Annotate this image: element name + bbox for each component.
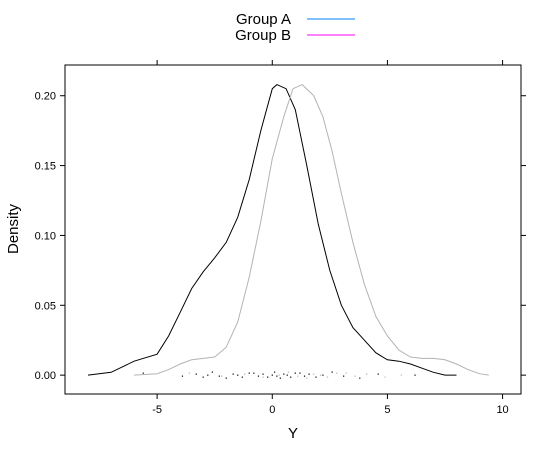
rug-point-group-a: [273, 371, 276, 373]
rug-point-group-a: [279, 377, 281, 379]
legend-label-group-b: Group B: [235, 27, 291, 44]
rug-point-group-b: [384, 376, 386, 378]
rug-point-group-a: [202, 376, 204, 378]
x-tick-label: -5: [152, 404, 162, 416]
x-tick-label: 0: [269, 404, 275, 416]
rug-point-group-b: [326, 376, 329, 378]
rug-point-group-a: [299, 372, 301, 374]
axis-tick-labels: -5 0 5 10 0.00 0.05 0.10 0.15 0.20: [35, 91, 509, 416]
rug-point-group-a: [237, 374, 239, 376]
rug-point-group-b: [345, 372, 347, 374]
axis-ticks: [60, 60, 526, 399]
rug-point-group-a: [290, 376, 292, 378]
rug-point-group-b: [188, 372, 190, 374]
rug-point-group-b: [244, 373, 246, 375]
rug-point-group-a: [315, 376, 317, 378]
rug-point-group-a: [211, 371, 213, 373]
x-axis-label: Y: [288, 425, 298, 442]
rug-point-group-a: [294, 372, 296, 374]
y-tick-label: 0.10: [35, 230, 56, 242]
rug-point-group-a: [377, 373, 379, 375]
y-tick-label: 0.15: [35, 161, 56, 173]
rug-point-group-b: [313, 373, 315, 375]
rug-point-group-a: [218, 375, 220, 377]
x-tick-label: 10: [496, 404, 508, 416]
rug-point-group-a: [286, 374, 288, 376]
rug-point-group-a: [207, 374, 209, 376]
rug-point-group-a: [248, 372, 250, 374]
rug-point-group-b: [400, 374, 402, 376]
y-tick-label: 0.05: [35, 300, 56, 312]
rug-point-group-a: [283, 373, 285, 375]
rug-point-group-a: [271, 374, 273, 376]
rug-point-group-a: [267, 376, 269, 378]
rug-point-group-a: [303, 375, 306, 377]
density-curves: [87, 84, 489, 376]
legend: Group A Group B: [235, 11, 355, 44]
plot-frame: [64, 64, 522, 395]
rug-point-group-a: [343, 375, 345, 377]
y-tick-label: 0.00: [35, 370, 56, 382]
density-line-group-b: [134, 84, 489, 376]
rug-point-group-b: [287, 371, 289, 373]
rug-point-group-a: [262, 373, 264, 375]
rug-marks: [142, 371, 416, 379]
rug-point-group-b: [278, 374, 280, 376]
rug-point-group-a: [225, 377, 227, 379]
rug-point-group-b: [354, 375, 356, 377]
rug-point-group-a: [142, 372, 144, 374]
rug-point-group-b: [306, 377, 308, 379]
rug-point-group-b: [297, 375, 299, 377]
rug-point-group-a: [181, 375, 184, 377]
y-axis-label: Density: [5, 203, 22, 254]
rug-point-group-a: [331, 371, 333, 373]
rug-point-group-b: [366, 373, 368, 375]
density-line-group-a: [87, 84, 457, 376]
rug-point-group-b: [336, 372, 338, 374]
rug-point-group-a: [232, 373, 234, 375]
rug-point-group-b: [221, 375, 223, 377]
legend-label-group-a: Group A: [236, 11, 291, 28]
rug-point-group-a: [253, 372, 255, 374]
rug-point-group-a: [241, 376, 243, 378]
rug-point-group-a: [308, 373, 310, 375]
rug-point-group-a: [414, 374, 416, 376]
rug-point-group-b: [320, 374, 322, 376]
x-tick-label: 5: [384, 404, 390, 416]
rug-point-group-a: [322, 374, 324, 376]
rug-point-group-a: [359, 377, 361, 379]
rug-point-group-a: [195, 373, 197, 375]
y-tick-label: 0.20: [35, 91, 56, 103]
rug-point-group-b: [262, 376, 264, 378]
rug-point-group-a: [276, 375, 278, 377]
rug-point-group-a: [257, 375, 260, 377]
